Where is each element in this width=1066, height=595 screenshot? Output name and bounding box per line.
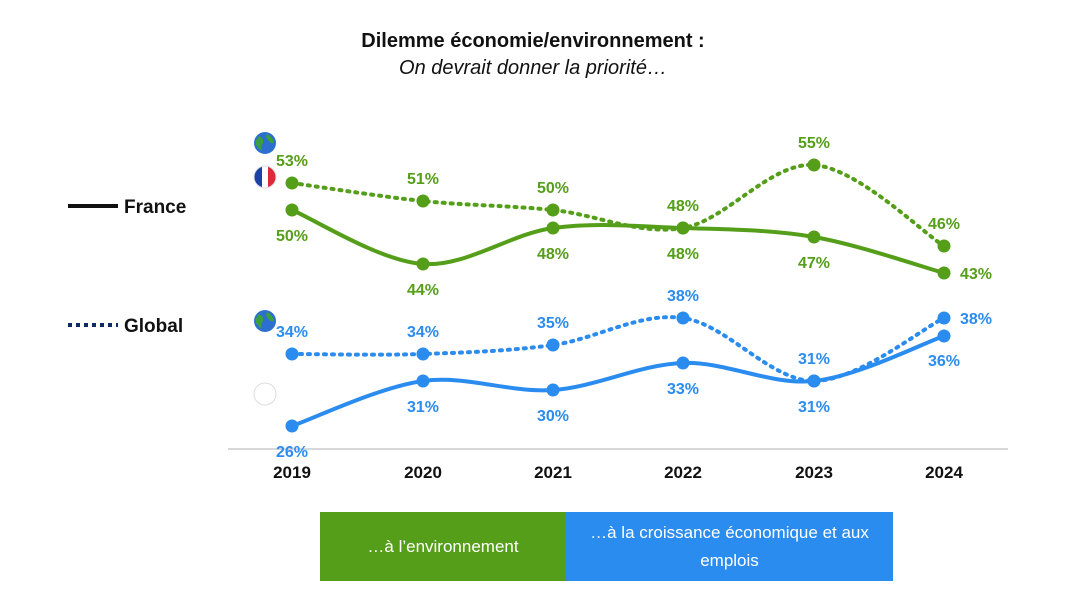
data-label--conomie-global-2019: 34% [276,324,308,341]
data-label--conomie-global-2021: 35% [537,315,569,332]
data-point-environnement-global-2024 [937,239,951,253]
x-tick-label-2020: 2020 [404,463,442,482]
data-label-environnement-global-2019: 53% [276,153,308,170]
legend-economy-label: …à la croissance économique et aux emplo… [590,522,869,570]
series-line-environnement-france [290,208,946,275]
data-label-environnement-global-2023: 55% [798,135,830,152]
data-label-environnement-global-2022: 48% [667,198,699,215]
data-label--conomie-global-2023: 31% [798,351,830,368]
data-label-environnement-france-2021: 48% [537,246,569,263]
data-label--conomie-france-2022: 33% [667,381,699,398]
data-point-environnement-france-2024 [937,266,951,280]
data-point--conomie-france-2020 [416,374,430,388]
x-tick-label-2023: 2023 [795,463,833,482]
data-label-environnement-global-2020: 51% [407,171,439,188]
data-label--conomie-france-2023: 31% [798,399,830,416]
legend-france-label: France [124,197,186,218]
data-label-environnement-global-2021: 50% [537,180,569,197]
x-tick-label-2022: 2022 [664,463,702,482]
series-line--conomie-global [290,315,946,384]
data-label-environnement-france-2023: 47% [798,255,830,272]
data-label--conomie-global-2024: 38% [960,311,992,328]
data-point-environnement-global-2020 [416,194,430,208]
data-point--conomie-france-2019 [285,419,299,433]
data-point-environnement-global-2019 [285,176,299,190]
data-label--conomie-france-2021: 30% [537,408,569,425]
data-label-environnement-global-2024: 46% [928,216,960,233]
data-label-environnement-france-2022: 48% [667,246,699,263]
data-point--conomie-global-2021 [546,338,560,352]
data-label--conomie-global-2022: 38% [667,288,699,305]
data-point--conomie-france-2023 [807,374,821,388]
data-label--conomie-france-2019: 26% [276,444,308,461]
legend-environment-label: …à l’environnement [367,536,519,556]
x-tick-label-2019: 2019 [273,463,311,482]
data-label-environnement-france-2024: 43% [960,266,992,283]
x-tick-label-2024: 2024 [925,463,963,482]
data-point-environnement-global-2021 [546,203,560,217]
series-line--conomie-france [290,334,946,428]
data-point--conomie-france-2022 [676,356,690,370]
data-point-environnement-global-2023 [807,158,821,172]
data-point-environnement-france-2023 [807,230,821,244]
series-line-environnement-global [290,162,946,248]
legend-environment: …à l’environnement [320,512,566,581]
data-label-environnement-france-2019: 50% [276,228,308,245]
data-point--conomie-global-2019 [285,347,299,361]
data-point--conomie-global-2022 [676,311,690,325]
data-point-environnement-france-2019 [285,203,299,217]
data-point--conomie-france-2021 [546,383,560,397]
data-label-environnement-france-2020: 44% [407,282,439,299]
data-point-environnement-france-2020 [416,257,430,271]
data-label--conomie-france-2024: 36% [928,353,960,370]
chart-subtitle: On devrait donner la priorité… [399,57,667,79]
data-point--conomie-france-2024 [937,329,951,343]
globe-icon [254,132,276,154]
data-label--conomie-global-2020: 34% [407,324,439,341]
legend-economy: …à la croissance économique et aux emplo… [566,512,893,581]
x-tick-label-2021: 2021 [534,463,572,482]
data-point--conomie-global-2020 [416,347,430,361]
france-flag-icon [253,165,277,189]
data-point-environnement-france-2021 [546,221,560,235]
legend-global-label: Global [124,316,183,337]
chart-title: Dilemme économie/environnement : [361,30,705,52]
data-label--conomie-france-2020: 31% [407,399,439,416]
data-point-environnement-france-2022 [676,221,690,235]
data-point--conomie-global-2024 [937,311,951,325]
france-flag-icon [253,382,277,406]
globe-icon [254,310,276,332]
